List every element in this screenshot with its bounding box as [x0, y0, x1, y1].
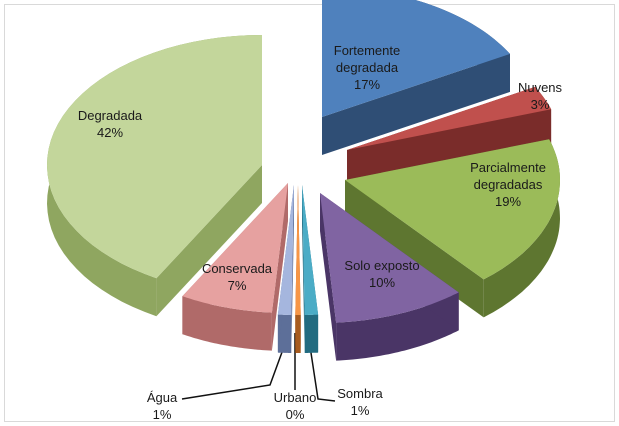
slice-value-label: 7% [228, 278, 247, 293]
slice-value-label: 19% [495, 194, 521, 209]
slice-name-label: degradadas [474, 177, 543, 192]
slice-top [345, 139, 560, 280]
slice-wall [156, 165, 262, 317]
slice-sombra [302, 185, 319, 353]
slice-wall [320, 193, 337, 361]
slice-conservada [182, 183, 288, 351]
slice-top [182, 183, 288, 313]
slice-value-label: 17% [354, 77, 380, 92]
slice-name-label: Solo exposto [344, 258, 419, 273]
slice-name-label: Nuvens [518, 80, 563, 95]
slice-name-label: Sombra [337, 386, 383, 401]
slice-fortemente-degradada [322, 0, 510, 155]
slice-top [295, 185, 301, 315]
slice-side [483, 139, 560, 318]
slice-label: Fortemente degradada 17% [334, 43, 400, 92]
slice-água [277, 185, 294, 353]
slice-value-label: 42% [97, 125, 123, 140]
slice-name-label: Degradada [78, 108, 143, 123]
slice-wall [347, 109, 552, 188]
slice-name-label: Fortemente [334, 43, 400, 58]
slice-top [47, 35, 262, 279]
slice-label: Conservada 7% [202, 261, 273, 293]
slice-top [277, 185, 294, 315]
slice-solo-exposto [320, 193, 459, 361]
slice-top [302, 185, 319, 315]
slice-top [322, 0, 510, 117]
slice-value-label: 0% [286, 407, 305, 422]
slice-label: Solo exposto 10% [344, 258, 419, 290]
slice-urbano [295, 185, 301, 353]
slice-wall [322, 53, 510, 155]
slice-name-label: Urbano [274, 390, 317, 405]
slice-name-label: Conservada [202, 261, 273, 276]
pie-slices [47, 0, 560, 361]
slice-label: Nuvens 3% [518, 80, 563, 112]
slice-label: Urbano 0% [274, 390, 317, 422]
slice-name-label: Parcialmente [470, 160, 546, 175]
slice-name-label: degradada [336, 60, 399, 75]
slice-nuvens [347, 86, 552, 188]
slice-label: Sombra 1% [337, 386, 383, 418]
slice-value-label: 1% [153, 407, 172, 422]
slice-value-label: 1% [351, 403, 370, 418]
leader-line-sombra [307, 332, 336, 402]
slice-side [336, 292, 459, 361]
slice-value-label: 10% [369, 275, 395, 290]
slice-side [295, 315, 301, 353]
slice-top [320, 193, 459, 323]
slice-wall [302, 185, 305, 353]
slice-value-label: 3% [531, 97, 550, 112]
pie-labels: Fortemente degradada 17% Nuvens 3% Parcialmen… [78, 43, 563, 422]
chart-frame [4, 4, 615, 422]
slice-degradada [47, 35, 262, 317]
slice-name-label: Água [147, 390, 178, 405]
slice-label: Degradada 42% [78, 108, 143, 140]
slice-parcialmente-degradadas [345, 139, 560, 318]
slice-wall [345, 180, 484, 318]
slice-top [347, 86, 552, 150]
slice-label: Água 1% [147, 390, 178, 422]
slice-label: Parcialmente degradadas 19% [470, 160, 546, 209]
